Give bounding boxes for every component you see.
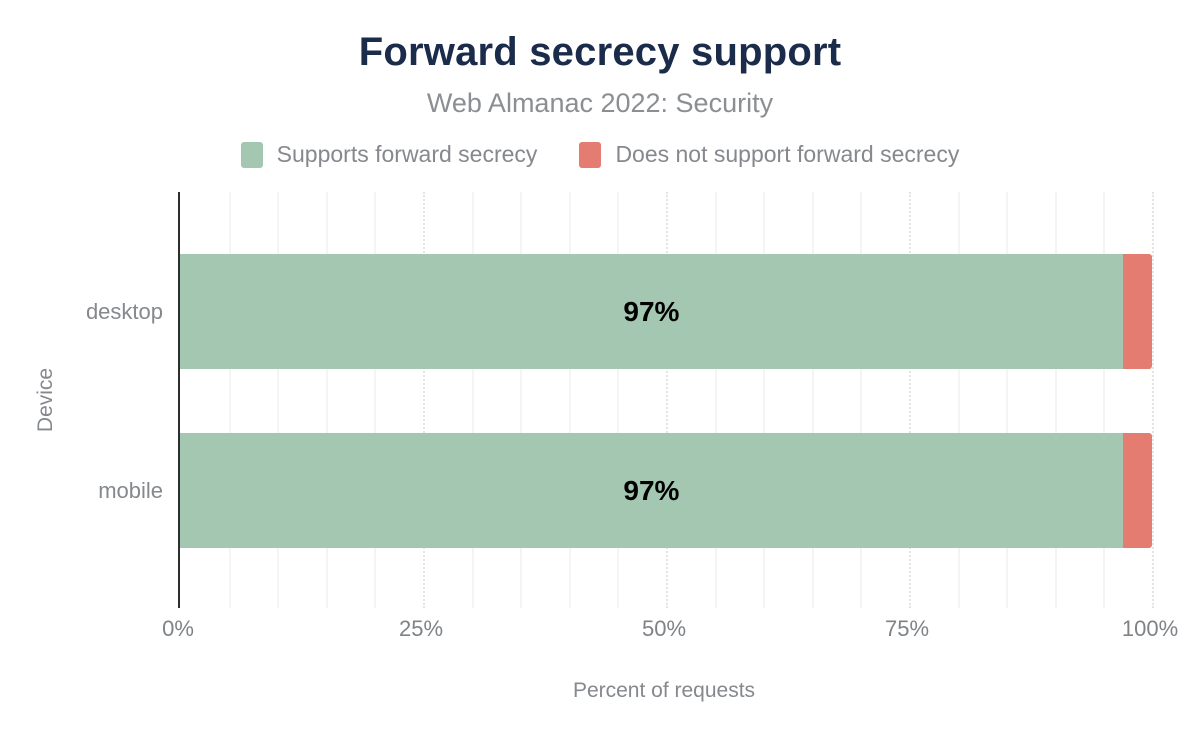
legend-item-label: Does not support forward secrecy	[615, 141, 960, 167]
chart-subtitle: Web Almanac 2022: Security	[426, 88, 774, 118]
y-tick-label-mobile: mobile	[98, 477, 163, 503]
x-tick-label-75: 75%	[884, 616, 930, 641]
bar-segment-mobile-0: 97%	[180, 433, 1123, 548]
minor-gridline	[568, 192, 571, 608]
bar-value-label: 97%	[623, 295, 680, 327]
x-axis-title: Percent of requests	[572, 679, 756, 702]
minor-gridline	[617, 192, 620, 608]
bar-segment-desktop-1	[1122, 254, 1152, 369]
bar-segment-desktop-0: 97%	[180, 254, 1123, 369]
x-tick-label-100: 100%	[1121, 616, 1179, 641]
x-tick-label-25: 25%	[398, 616, 444, 641]
plot-area: 97% 97%	[178, 192, 1154, 608]
major-gridline	[909, 192, 911, 608]
minor-gridline	[860, 192, 863, 608]
y-tick-label-desktop: desktop	[85, 298, 163, 324]
major-gridline	[423, 192, 425, 608]
bar-desktop: 97%	[180, 254, 1152, 369]
minor-gridline	[1006, 192, 1009, 608]
minor-gridline	[277, 192, 280, 608]
minor-gridline	[471, 192, 474, 608]
major-gridline	[666, 192, 668, 608]
minor-gridline	[763, 192, 766, 608]
legend-item-1: Does not support forward secrecy	[579, 141, 959, 168]
major-gridline	[1152, 192, 1154, 608]
legend-item-label: Supports forward secrecy	[276, 141, 538, 167]
minor-gridline	[957, 192, 960, 608]
bar-segment-mobile-1	[1122, 433, 1152, 548]
minor-gridline	[374, 192, 377, 608]
bar-mobile: 97%	[180, 433, 1152, 548]
legend: Supports forward secrecy Does not support…	[0, 141, 1200, 168]
legend-item-0: Supports forward secrecy	[240, 141, 538, 168]
bar-value-label: 97%	[623, 474, 680, 506]
x-tick-label-0: 0%	[162, 616, 194, 641]
chart-title: Forward secrecy support	[358, 30, 842, 74]
legend-swatch-icon	[579, 141, 602, 168]
y-axis-title: Device	[34, 367, 57, 433]
minor-gridline	[1103, 192, 1106, 608]
minor-gridline	[811, 192, 814, 608]
minor-gridline	[714, 192, 717, 608]
minor-gridline	[325, 192, 328, 608]
x-tick-label-50: 50%	[641, 616, 687, 641]
minor-gridline	[228, 192, 231, 608]
minor-gridline	[520, 192, 523, 608]
legend-swatch-icon	[240, 141, 263, 168]
minor-gridline	[1054, 192, 1057, 608]
